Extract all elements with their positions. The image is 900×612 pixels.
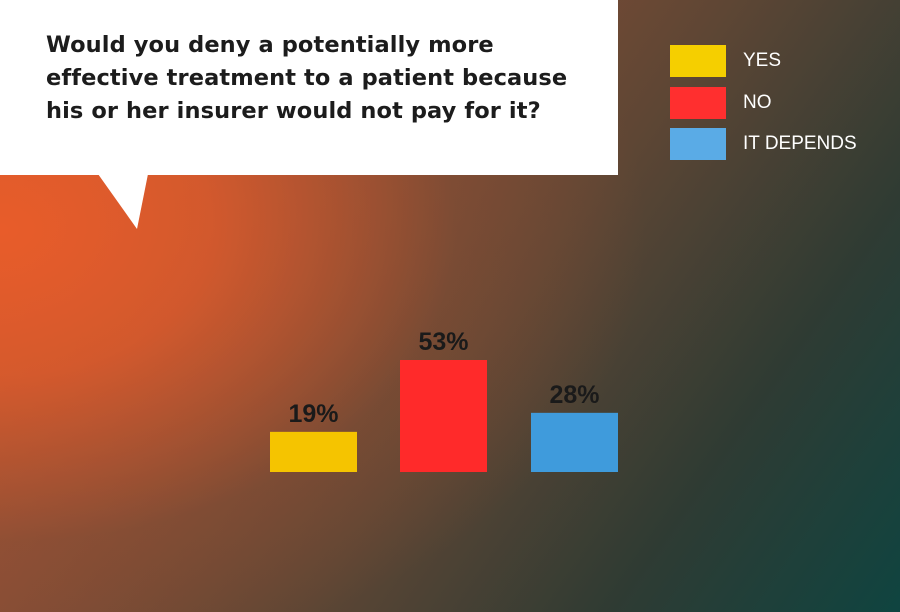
legend-swatch-it-depends: [670, 128, 726, 160]
bar-yes: [270, 431, 357, 472]
legend-label-no: NO: [743, 92, 772, 113]
legend-swatch-no: [670, 87, 726, 119]
bar-value-label-yes: 19%: [288, 400, 338, 428]
legend-label-it-depends: IT DEPENDS: [743, 133, 857, 154]
bar-value-label-no: 53%: [418, 328, 468, 356]
bar-no: [400, 360, 487, 472]
speech-bubble: Would you deny a potentially more effect…: [0, 0, 618, 175]
bar-value-label-it-depends: 28%: [549, 381, 599, 409]
legend-label-yes: YES: [743, 50, 782, 71]
legend-swatch-yes: [670, 45, 726, 77]
question-text: Would you deny a potentially more effect…: [46, 32, 568, 124]
bar-it-depends: [531, 412, 618, 472]
